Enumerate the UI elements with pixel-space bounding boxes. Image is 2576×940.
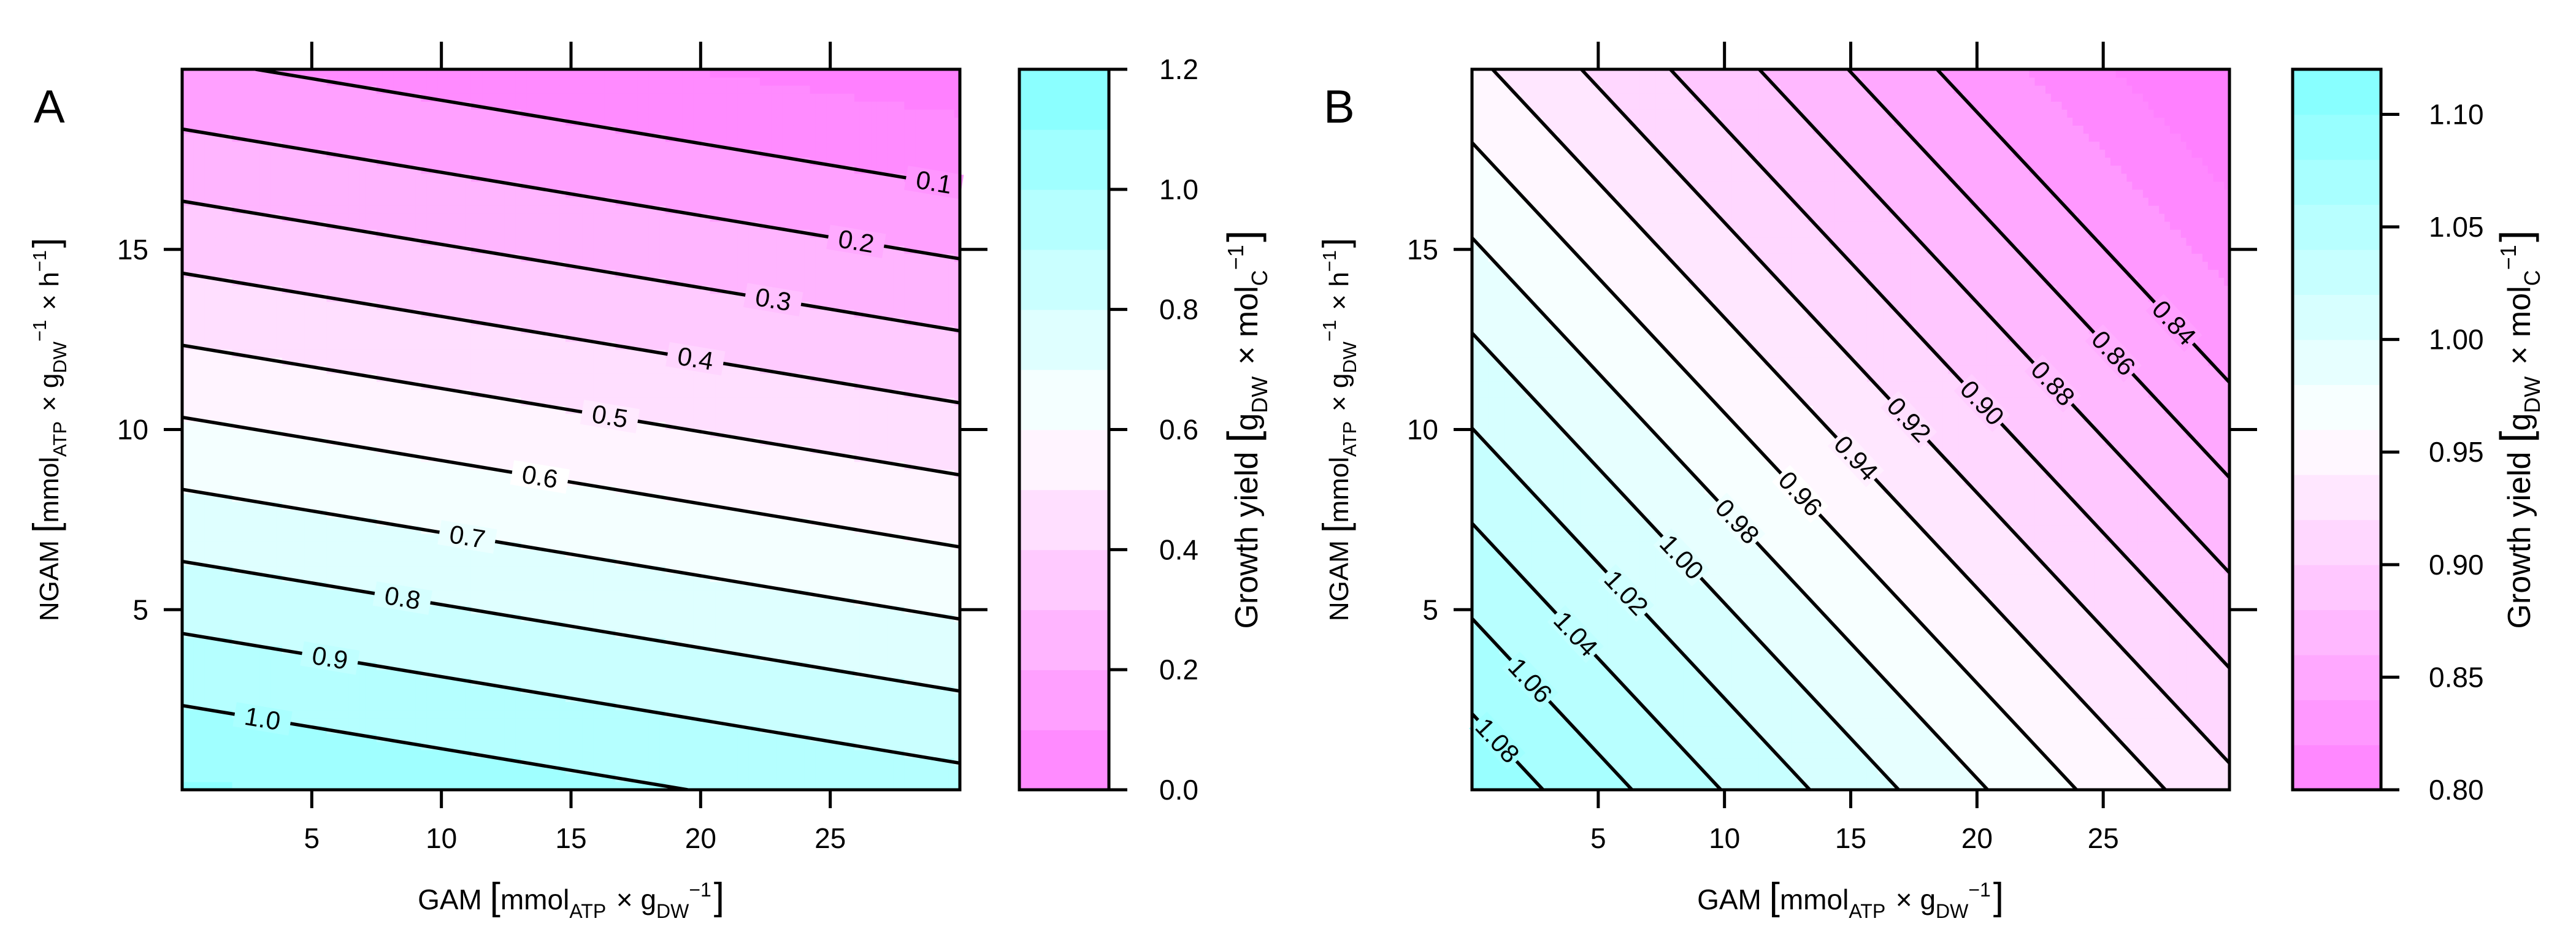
contour-line (1847, 69, 2229, 479)
y-tick-label: 15 (1407, 234, 1438, 266)
colorbar-tick-label: 0.90 (2429, 549, 2484, 581)
y-axis-title: NGAM [mmolATP × gDW−1 × h−1 ] (26, 238, 71, 621)
panel-a: 0.1 0.2 0.3 0.4 0.5 0.6 0.7 0.8 0.9 1.0 5 10 15 20 25 5… (26, 42, 1272, 922)
panel-b: 0.840.860.880.900.920.940.960.981.001.02… (1316, 42, 2545, 922)
colorbar-tick-label: 0.6 (1159, 414, 1198, 446)
contour-line (182, 487, 960, 621)
x-tick-label: 10 (426, 822, 457, 854)
colorbar-step (1019, 309, 1109, 370)
y-axis-title: NGAM [mmolATP × gDW−1 × h−1 ] (1316, 238, 1360, 621)
x-tick-label: 15 (1835, 822, 1866, 854)
contour-line (1472, 522, 1722, 790)
contour-label: 0.5 (590, 399, 630, 434)
contour-line (255, 69, 960, 189)
x-tick-label: 20 (685, 822, 716, 854)
colorbar-step (2293, 294, 2381, 340)
colorbar-step (2293, 700, 2381, 746)
colorbar-tick-label: 0.80 (2429, 774, 2484, 806)
colorbar-step (2293, 339, 2381, 385)
colorbar-tick-label: 0.95 (2429, 436, 2484, 468)
colorbar-tick-label: 0.2 (1159, 654, 1198, 686)
contour-line (1758, 69, 2229, 574)
x-tick-label: 10 (1709, 822, 1740, 854)
y-tick-label: 5 (132, 594, 148, 625)
colorbar-tick-label: 0.0 (1159, 774, 1198, 806)
colorbar-step (2293, 744, 2381, 790)
x-axis-title: GAM [mmolATP × gDW−1 ] (418, 876, 724, 922)
contour-line (182, 199, 960, 333)
colorbar-step (2293, 249, 2381, 295)
colorbar-title: Growth yield [gDW × molC−1 ] (2491, 230, 2545, 629)
colorbar-step (2293, 204, 2381, 250)
contour-label: 0.3 (753, 282, 793, 316)
colorbar: 0.0 0.2 0.4 0.6 0.8 1.0 1.2 Growth yield [gDW ×… (1018, 53, 1272, 806)
contour-label: 0.4 (675, 342, 715, 376)
colorbar-tick-label: 0.85 (2429, 661, 2484, 693)
contour-label: 0.1 (914, 165, 954, 199)
colorbar-step (1019, 369, 1109, 430)
colorbar-step (2293, 384, 2381, 430)
x-tick-label: 25 (815, 822, 846, 854)
colorbar: 0.80 0.85 0.90 0.95 1.00 1.05 1.10 Growth yield… (2291, 67, 2545, 806)
colorbar-tick-label: 0.8 (1159, 294, 1198, 326)
y-tick-label: 5 (1422, 594, 1438, 625)
contour-line (1472, 141, 2078, 790)
colorbar-step (2293, 429, 2381, 475)
colorbar-step (1019, 670, 1109, 730)
colorbar-step (1019, 69, 1109, 130)
colorbar-step (1019, 249, 1109, 310)
colorbar-tick-label: 1.0 (1159, 174, 1198, 205)
x-tick-label: 5 (1590, 822, 1606, 854)
panel-letter: A (34, 81, 65, 133)
colorbar-tick-label: 1.10 (2429, 98, 2484, 130)
contour-label: 0.8 (383, 581, 423, 615)
colorbar-step (2293, 609, 2381, 655)
colorbar-tick-label: 1.05 (2429, 211, 2484, 243)
colorbar-title: Growth yield [gDW × molC−1 ] (1219, 230, 1272, 629)
x-tick-label: 25 (2088, 822, 2119, 854)
colorbar-tick-label: 1.2 (1159, 53, 1198, 85)
colorbar-step (2293, 519, 2381, 565)
contour-label: 0.9 (310, 641, 350, 675)
contour-label: 1.0 (242, 701, 282, 736)
colorbar-step (1019, 730, 1109, 790)
colorbar-step (2293, 654, 2381, 700)
contour-fill (182, 69, 960, 790)
contour-line (182, 271, 960, 405)
colorbar-tick-label: 0.4 (1159, 533, 1198, 565)
y-tick-label: 10 (1407, 414, 1438, 446)
colorbar-step (1019, 429, 1109, 491)
colorbar-step (1019, 129, 1109, 190)
contour-line (1472, 617, 1633, 790)
y-tick-label: 15 (117, 234, 148, 266)
colorbar-step (2293, 69, 2381, 115)
colorbar-step (1019, 189, 1109, 250)
contour-line (182, 343, 960, 477)
contour-line (182, 415, 960, 549)
colorbar-step (2293, 159, 2381, 205)
contour-line (1669, 69, 2229, 670)
colorbar-step (2293, 474, 2381, 521)
contour-label: 0.7 (447, 519, 487, 554)
contour-label: 0.6 (520, 459, 560, 494)
x-tick-label: 20 (1961, 822, 1993, 854)
x-axis-title: GAM [mmolATP × gDW−1 ] (1697, 876, 2004, 922)
colorbar-step (1019, 609, 1109, 670)
contour-fill (1472, 69, 2229, 790)
panel-letter: B (1324, 81, 1355, 133)
contour-line (182, 559, 960, 693)
y-tick-label: 10 (117, 414, 148, 446)
colorbar-step (2293, 114, 2381, 160)
colorbar-step (2293, 564, 2381, 611)
colorbar-step (1019, 489, 1109, 551)
colorbar-tick-label: 1.00 (2429, 324, 2484, 356)
x-tick-label: 15 (555, 822, 586, 854)
x-tick-label: 5 (304, 822, 320, 854)
contour-line (1491, 69, 2167, 790)
colorbar-step (1019, 549, 1109, 611)
contour-label: 0.2 (836, 224, 876, 258)
